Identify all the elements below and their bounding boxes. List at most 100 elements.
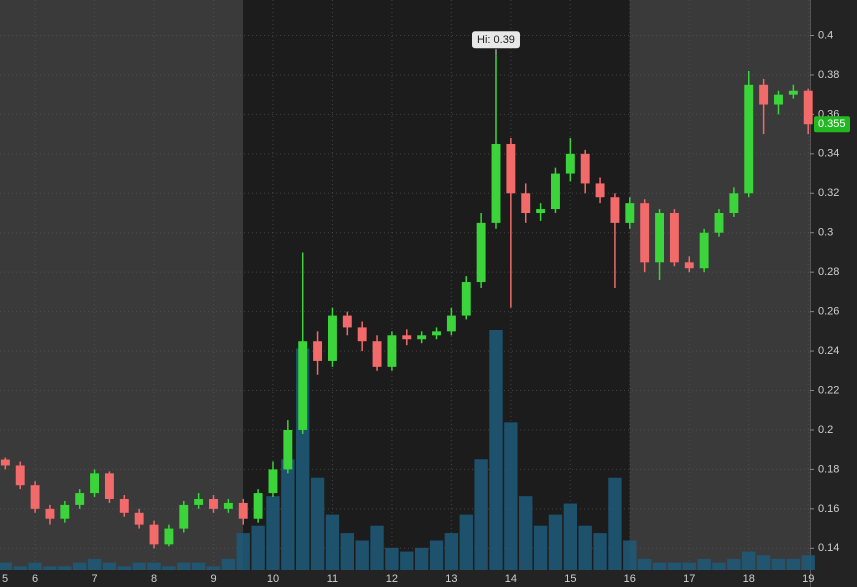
- x-tick-label: 19: [802, 573, 814, 585]
- last-price-label: 0.355: [818, 118, 846, 130]
- volume-bar: [28, 562, 42, 570]
- candle-body: [372, 341, 382, 367]
- candle-body: [551, 173, 560, 210]
- volume-bar: [742, 551, 756, 570]
- candle-body: [521, 193, 531, 214]
- y-tick-label: 0.14: [818, 542, 839, 554]
- candle-body: [75, 493, 85, 505]
- candle-body: [283, 429, 293, 470]
- volume-bar: [177, 562, 191, 570]
- candle-body: [179, 504, 189, 529]
- candle-body: [387, 335, 397, 367]
- x-axis-panel: [0, 570, 857, 587]
- volume-bar: [13, 566, 27, 570]
- y-tick-label: 0.28: [818, 266, 839, 278]
- candle-body: [0, 459, 10, 466]
- candle-body: [669, 213, 679, 263]
- candle-body: [134, 512, 144, 525]
- volume-bar: [236, 533, 250, 570]
- candle-body: [580, 153, 590, 184]
- candle-body: [327, 315, 337, 361]
- x-tick-label: 10: [267, 573, 279, 585]
- y-tick-label: 0.4: [818, 29, 833, 41]
- volume-bar: [533, 525, 548, 570]
- x-tick-label: 11: [327, 573, 338, 585]
- candle-body: [759, 84, 769, 105]
- volume-bar: [504, 422, 518, 570]
- last-price-badge: [814, 116, 850, 133]
- x-tick-label: 13: [445, 573, 457, 585]
- volume-bar: [355, 540, 369, 570]
- y-tick-label: 0.18: [818, 463, 839, 475]
- volume-bar: [563, 503, 578, 570]
- candle-body: [417, 335, 427, 340]
- candle-body: [164, 528, 174, 545]
- candle-body: [209, 498, 218, 509]
- y-axis-panel: [810, 0, 857, 587]
- volume-bar: [73, 562, 87, 570]
- candle-body: [729, 193, 739, 214]
- volume-bar: [162, 566, 176, 570]
- volume-bar: [444, 533, 459, 570]
- x-tick-label: 6: [32, 573, 38, 585]
- candle-body: [491, 143, 501, 223]
- y-tick-label: 0.34: [818, 148, 839, 160]
- candle-body: [60, 504, 70, 519]
- candle-body: [238, 502, 248, 519]
- x-tick-label: 7: [91, 573, 97, 585]
- annotation-box: [471, 31, 520, 49]
- volume-bar: [370, 525, 384, 570]
- volume-bar: [266, 496, 280, 570]
- x-tick-label: 18: [743, 573, 755, 585]
- volume-bar: [385, 547, 399, 570]
- candle-body: [536, 209, 546, 214]
- volume-bar: [652, 562, 667, 570]
- volume-bar: [623, 540, 637, 570]
- volume-bar: [697, 558, 711, 570]
- x-tick-label: 12: [386, 573, 398, 585]
- volume-bar: [459, 514, 473, 570]
- candle-body: [149, 524, 159, 545]
- volume-bar: [712, 562, 726, 570]
- candle-body: [714, 213, 724, 233]
- y-tick-label: 0.32: [818, 187, 839, 199]
- candle-body: [30, 485, 40, 509]
- x-tick-label: 16: [624, 573, 636, 585]
- candle-body: [313, 341, 323, 361]
- candle-body: [655, 213, 664, 263]
- volume-bar: [325, 514, 340, 570]
- candle-body: [476, 222, 486, 283]
- afterhours-shade: [629, 0, 810, 570]
- candle-body: [803, 90, 813, 125]
- candle-body: [461, 282, 471, 316]
- y-tick-label: 0.2: [818, 424, 833, 436]
- volume-bar: [756, 555, 771, 570]
- volume-bar: [102, 562, 117, 570]
- candle-body: [610, 197, 620, 223]
- volume-bar: [667, 562, 682, 570]
- x-tick-label: 9: [210, 573, 216, 585]
- candle-body: [699, 232, 709, 269]
- volume-bar: [489, 330, 503, 570]
- y-tick-label: 0.3: [818, 227, 833, 239]
- x-tick-label: 14: [505, 573, 517, 585]
- volume-bar: [251, 525, 265, 570]
- candle-body: [506, 143, 516, 194]
- volume-bar: [608, 477, 622, 570]
- candle-body: [595, 183, 605, 198]
- candle-body: [432, 331, 441, 336]
- candle-body: [565, 153, 575, 174]
- candle-body: [90, 473, 100, 494]
- volume-bar: [727, 558, 741, 570]
- volume-bar: [578, 525, 592, 570]
- candle-body: [446, 315, 456, 332]
- candle-body: [684, 262, 694, 269]
- annotation: Hi: 0.39: [477, 34, 515, 46]
- volume-bar: [548, 514, 563, 570]
- candle-body: [640, 203, 650, 263]
- volume-bar: [474, 459, 488, 570]
- volume-bar: [400, 551, 414, 570]
- volume-bar: [414, 547, 429, 570]
- candle-body: [402, 335, 412, 340]
